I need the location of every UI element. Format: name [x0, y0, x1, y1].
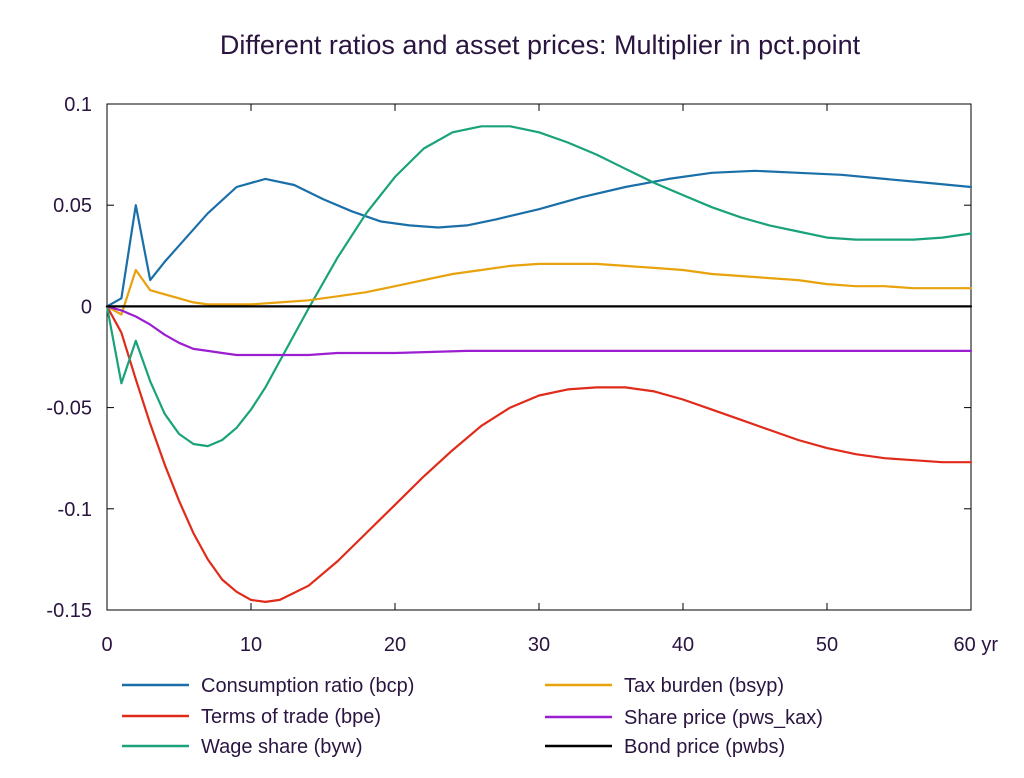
series-line-wage-share-byw: [105, 125, 973, 448]
y-tick-label: -0.15: [46, 600, 92, 622]
x-tick-label: 0: [101, 634, 112, 656]
y-tick-label: -0.05: [46, 398, 92, 420]
y-tick-label: -0.1: [58, 499, 92, 521]
legend-label: Bond price (pwbs): [624, 736, 785, 758]
legend-item-tax-burden-bsyp: Tax burden (bsyp): [545, 675, 784, 697]
series-line-share-price-pws-kax: [105, 305, 973, 357]
x-tick-label: 10: [240, 634, 262, 656]
tick-layer: 0.1 0.05 0 -0.05 -0.1 -0.15 0 10 20 30 40 50 60 yr: [46, 94, 998, 656]
x-tick-label: 40: [672, 634, 694, 656]
legend-label: Tax burden (bsyp): [624, 675, 784, 697]
legend-label: Consumption ratio (bcp): [201, 675, 414, 697]
series-line-consumption-ratio-bcp: [105, 169, 973, 308]
y-tick-label: 0.1: [64, 94, 92, 116]
legend-item-bond-price-pwbs: Bond price (pwbs): [545, 736, 785, 758]
x-tick-label: 50: [816, 634, 838, 656]
plot-border: [106, 103, 972, 611]
x-tick-label: 20: [384, 634, 406, 656]
y-tick-label: 0: [81, 296, 92, 318]
x-tick-label: 60 yr: [954, 634, 999, 656]
x-tick-label: 30: [528, 634, 550, 656]
legend-item-wage-share-byw: Wage share (byw): [122, 736, 363, 758]
plot-frame: [106, 103, 972, 611]
legend-label: Share price (pws_kax): [624, 707, 823, 729]
series-layer: [105, 125, 973, 604]
y-tick-label: 0.05: [53, 195, 92, 217]
legend: Consumption ratio (bcp) Terms of trade (b…: [122, 675, 823, 758]
legend-item-terms-of-trade-bpe: Terms of trade (bpe): [122, 706, 381, 728]
series-line-tax-burden-bsyp: [105, 262, 973, 316]
legend-item-consumption-ratio-bcp: Consumption ratio (bcp): [122, 675, 414, 697]
legend-label: Terms of trade (bpe): [201, 706, 381, 728]
legend-label: Wage share (byw): [201, 736, 363, 758]
chart-title: Different ratios and asset prices: Multi…: [219, 30, 861, 60]
legend-item-share-price-pws-kax: Share price (pws_kax): [545, 707, 823, 729]
series-line-terms-of-trade-bpe: [105, 305, 973, 604]
